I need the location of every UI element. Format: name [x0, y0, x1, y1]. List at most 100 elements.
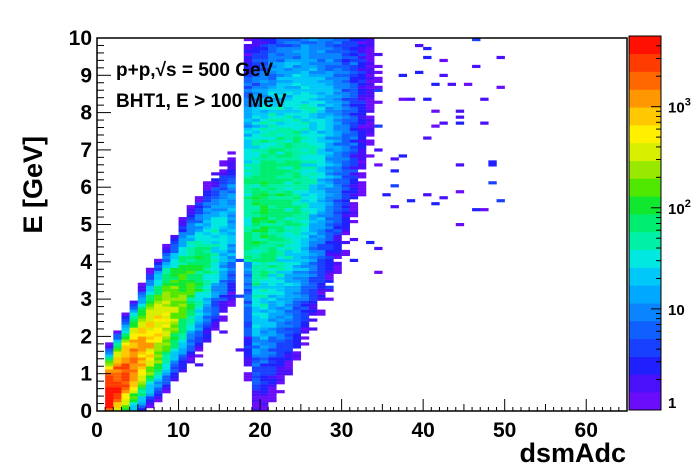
heatmap-cell [251, 154, 261, 158]
heatmap-cell [178, 243, 187, 248]
heatmap-cell [178, 309, 187, 313]
heatmap-cell [317, 142, 326, 146]
heatmap-cell [341, 94, 350, 98]
heatmap-cell [178, 315, 187, 319]
heatmap-cell [284, 258, 293, 262]
heatmap-cell [341, 231, 350, 236]
heatmap-cell [292, 237, 302, 242]
heatmap-cell [203, 187, 212, 191]
heatmap-cell [317, 112, 326, 116]
heatmap-cell [284, 264, 293, 268]
heatmap-cell [243, 142, 253, 146]
heatmap-cell [268, 52, 277, 57]
heatmap-cell [260, 193, 269, 197]
heatmap-cell [268, 187, 277, 191]
heatmap-cell [284, 40, 293, 45]
heatmap-cell [333, 142, 342, 146]
heatmap-cell [219, 291, 228, 295]
heatmap-cell [341, 148, 350, 152]
heatmap-cell [284, 208, 293, 212]
heatmap-cell [113, 396, 122, 400]
heatmap-cell [211, 243, 220, 248]
heatmap-cell [284, 228, 293, 233]
heatmap-cell [284, 190, 293, 194]
heatmap-cell [317, 67, 326, 72]
heatmap-cell [219, 172, 228, 176]
heatmap-cell [300, 276, 310, 280]
heatmap-cell [309, 273, 318, 277]
heatmap-cell [276, 187, 285, 191]
heatmap-cell [194, 279, 204, 283]
heatmap-cell [349, 169, 359, 173]
heatmap-cell [251, 315, 261, 319]
y-axis-title: E [GeV] [18, 136, 48, 234]
heatmap-cell [284, 303, 293, 307]
heatmap-cell [129, 303, 138, 307]
heatmap-cell [178, 321, 187, 325]
heatmap-cell [145, 291, 155, 295]
heatmap-cell [121, 324, 130, 328]
heatmap-cell [284, 73, 293, 77]
heatmap-cell [170, 330, 179, 334]
heatmap-cell [162, 249, 171, 254]
heatmap-cell [145, 390, 155, 394]
heatmap-cell [276, 100, 285, 104]
heatmap-cell [170, 276, 179, 280]
heatmap-cell [480, 97, 489, 101]
heatmap-cell [268, 61, 277, 66]
heatmap-cell [309, 193, 318, 197]
heatmap-cell [300, 76, 310, 80]
heatmap-cell [423, 136, 432, 140]
heatmap-cell [154, 303, 163, 307]
heatmap-cell [154, 315, 163, 319]
heatmap-cell [243, 118, 253, 122]
heatmap-cell [178, 231, 187, 236]
heatmap-cell [137, 384, 147, 388]
heatmap-cell [284, 351, 293, 355]
heatmap-cell [203, 270, 212, 274]
heatmap-cell [292, 184, 302, 188]
heatmap-cell [349, 109, 359, 113]
heatmap-cell [268, 372, 277, 376]
heatmap-cell [243, 151, 253, 155]
x-tick-label: 50 [493, 419, 516, 442]
heatmap-cell [121, 348, 130, 352]
heatmap-cell [121, 330, 130, 334]
heatmap-cell [268, 184, 277, 188]
heatmap-cell [243, 217, 253, 221]
heatmap-cell [284, 178, 293, 182]
heatmap-cell [260, 396, 269, 400]
y-tick-label: 8 [80, 102, 92, 125]
heatmap-cell [292, 139, 302, 143]
heatmap-cell [317, 243, 326, 248]
heatmap-cell [203, 309, 212, 313]
heatmap-cell [194, 345, 204, 349]
heatmap-cell [276, 109, 285, 113]
heatmap-cell [154, 390, 163, 394]
heatmap-cell [341, 154, 350, 158]
heatmap-cell [300, 258, 310, 262]
heatmap-cell [260, 381, 269, 385]
heatmap-cell [211, 264, 220, 268]
heatmap-cell [284, 282, 293, 286]
heatmap-cell [276, 97, 285, 101]
heatmap-cell [309, 94, 318, 98]
heatmap-cell [243, 124, 253, 128]
heatmap-cell [145, 399, 155, 403]
heatmap-cell [178, 369, 187, 373]
heatmap-cell [243, 106, 253, 110]
heatmap-cell [268, 336, 277, 340]
heatmap-cell [276, 103, 285, 107]
heatmap-cell [203, 252, 212, 257]
heatmap-cell [317, 279, 326, 283]
heatmap-cell [292, 67, 302, 72]
heatmap-cell [145, 273, 155, 277]
heatmap-cell [251, 261, 261, 265]
heatmap-cell [300, 166, 310, 170]
heatmap-cell [178, 234, 187, 239]
heatmap-cell [284, 112, 293, 116]
heatmap-cell [129, 342, 138, 346]
heatmap-cell [366, 76, 375, 80]
heatmap-cell [251, 64, 261, 69]
heatmap-cell [268, 127, 277, 131]
